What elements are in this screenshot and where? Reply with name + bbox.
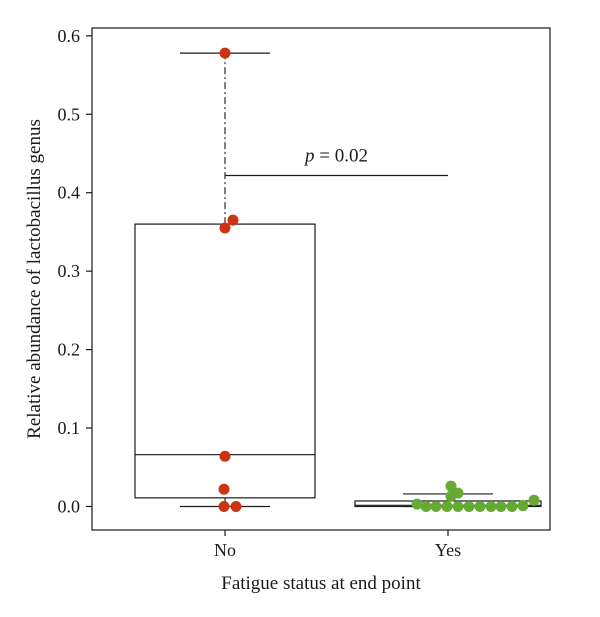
data-point <box>218 500 230 512</box>
y-tick-label: 0.5 <box>58 104 81 124</box>
p-value-label: p = 0.02 <box>303 145 368 166</box>
data-point <box>452 500 464 512</box>
x-axis-title: Fatigue status at end point <box>221 573 421 594</box>
data-points <box>218 47 540 512</box>
plot-frame <box>91 27 551 531</box>
x-tick-label: Yes <box>435 540 461 560</box>
data-point <box>495 500 507 512</box>
data-point <box>463 500 475 512</box>
p-value: = 0.02 <box>315 145 368 166</box>
data-point <box>445 480 457 492</box>
data-point <box>420 500 432 512</box>
data-point <box>227 214 239 226</box>
data-point <box>218 483 230 495</box>
data-point <box>474 500 486 512</box>
data-point <box>219 450 231 462</box>
data-point <box>506 500 518 512</box>
data-point <box>441 500 453 512</box>
y-tick-label: 0.4 <box>58 183 81 203</box>
data-point <box>517 500 529 512</box>
x-tick-label: No <box>214 540 236 560</box>
y-tick-label: 0.6 <box>58 26 81 46</box>
x-axis: No Yes <box>214 530 461 560</box>
data-point <box>411 498 423 510</box>
boxes <box>134 52 542 508</box>
y-axis: 0.0 0.1 0.2 0.3 0.4 0.5 0.6 <box>58 26 92 516</box>
y-tick-label: 0.1 <box>58 418 81 438</box>
data-point <box>485 500 497 512</box>
data-point <box>219 222 231 234</box>
y-tick-label: 0.3 <box>58 261 81 281</box>
y-tick-label: 0.0 <box>58 496 81 516</box>
y-axis-title: Relative abundance of lactobacillus genu… <box>24 119 45 439</box>
data-point <box>430 500 442 512</box>
data-point <box>528 494 540 506</box>
y-tick-label: 0.2 <box>58 340 81 360</box>
data-point <box>230 500 242 512</box>
significance-annotation: p = 0.02 <box>225 145 448 177</box>
data-point <box>452 487 464 499</box>
data-point <box>219 47 231 59</box>
p-symbol: p <box>303 145 315 166</box>
